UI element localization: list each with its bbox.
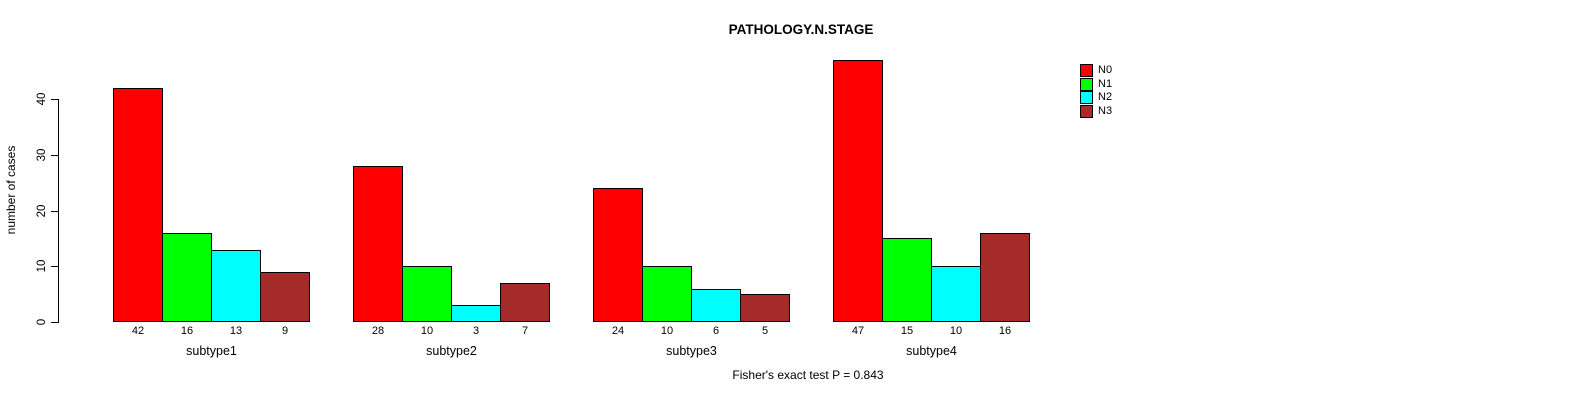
bar-subtype4-n0 (833, 60, 883, 322)
y-tick (51, 99, 58, 100)
y-tick (51, 322, 58, 323)
bar-value-label: 28 (371, 325, 385, 337)
bar-value-label: 13 (229, 325, 243, 337)
bar-value-label: 16 (998, 325, 1012, 337)
legend-swatch-n0 (1080, 64, 1093, 78)
chart-title: PATHOLOGY.N.STAGE (728, 22, 874, 37)
bar-value-label: 16 (180, 325, 194, 337)
legend: N0 N1 N2 N3 (1080, 64, 1112, 118)
bar-value-label: 7 (521, 325, 529, 337)
bar-value-label: 10 (420, 325, 434, 337)
y-tick-label: 30 (36, 148, 48, 162)
bar-subtype3-n3 (740, 294, 790, 322)
y-tick-label: 0 (36, 318, 48, 326)
legend-item-n2: N2 (1080, 91, 1112, 105)
category-label-subtype2: subtype2 (426, 344, 477, 358)
bar-subtype1-n3 (260, 272, 310, 322)
bar-subtype1-n2 (211, 250, 261, 322)
legend-item-n0: N0 (1080, 64, 1112, 78)
bar-subtype1-n0 (113, 88, 163, 322)
bar-subtype3-n0 (593, 188, 643, 322)
bar-value-label: 10 (660, 325, 674, 337)
stats-annotation: Fisher's exact test P = 0.843 (732, 368, 884, 382)
category-label-subtype1: subtype1 (186, 344, 237, 358)
bar-subtype1-n1 (162, 233, 212, 322)
y-tick-label: 10 (36, 259, 48, 273)
y-tick (51, 211, 58, 212)
bar-subtype4-n3 (980, 233, 1030, 322)
legend-swatch-n3 (1080, 104, 1093, 118)
legend-swatch-n2 (1080, 91, 1093, 105)
category-label-subtype3: subtype3 (666, 344, 717, 358)
bar-subtype3-n2 (691, 289, 741, 322)
legend-label: N2 (1098, 91, 1113, 103)
legend-swatch-n1 (1080, 77, 1093, 91)
bar-value-label: 10 (949, 325, 963, 337)
bar-value-label: 3 (472, 325, 480, 337)
bar-value-label: 6 (712, 325, 720, 337)
legend-item-n3: N3 (1080, 105, 1112, 119)
y-axis-line (58, 99, 59, 323)
bar-value-label: 5 (761, 325, 769, 337)
legend-label: N0 (1098, 64, 1113, 76)
y-tick-label: 40 (36, 92, 48, 106)
bar-value-label: 42 (131, 325, 145, 337)
bar-subtype2-n0 (353, 166, 403, 322)
bar-value-label: 15 (900, 325, 914, 337)
legend-label: N1 (1098, 77, 1113, 90)
bar-subtype4-n2 (931, 266, 981, 322)
y-axis-label: number of cases (4, 145, 18, 235)
bar-subtype2-n2 (451, 305, 501, 322)
bar-subtype3-n1 (642, 266, 692, 322)
bar-value-label: 47 (851, 325, 865, 337)
bar-subtype2-n3 (500, 283, 550, 322)
y-tick (51, 266, 58, 267)
legend-item-n1: N1 (1080, 78, 1112, 92)
y-tick (51, 155, 58, 156)
bar-subtype4-n1 (882, 238, 932, 322)
bar-value-label: 9 (281, 325, 289, 337)
legend-label: N3 (1098, 104, 1113, 117)
y-tick-label: 20 (36, 204, 48, 218)
bar-subtype2-n1 (402, 266, 452, 322)
category-label-subtype4: subtype4 (906, 344, 957, 358)
bar-value-label: 24 (611, 325, 625, 337)
